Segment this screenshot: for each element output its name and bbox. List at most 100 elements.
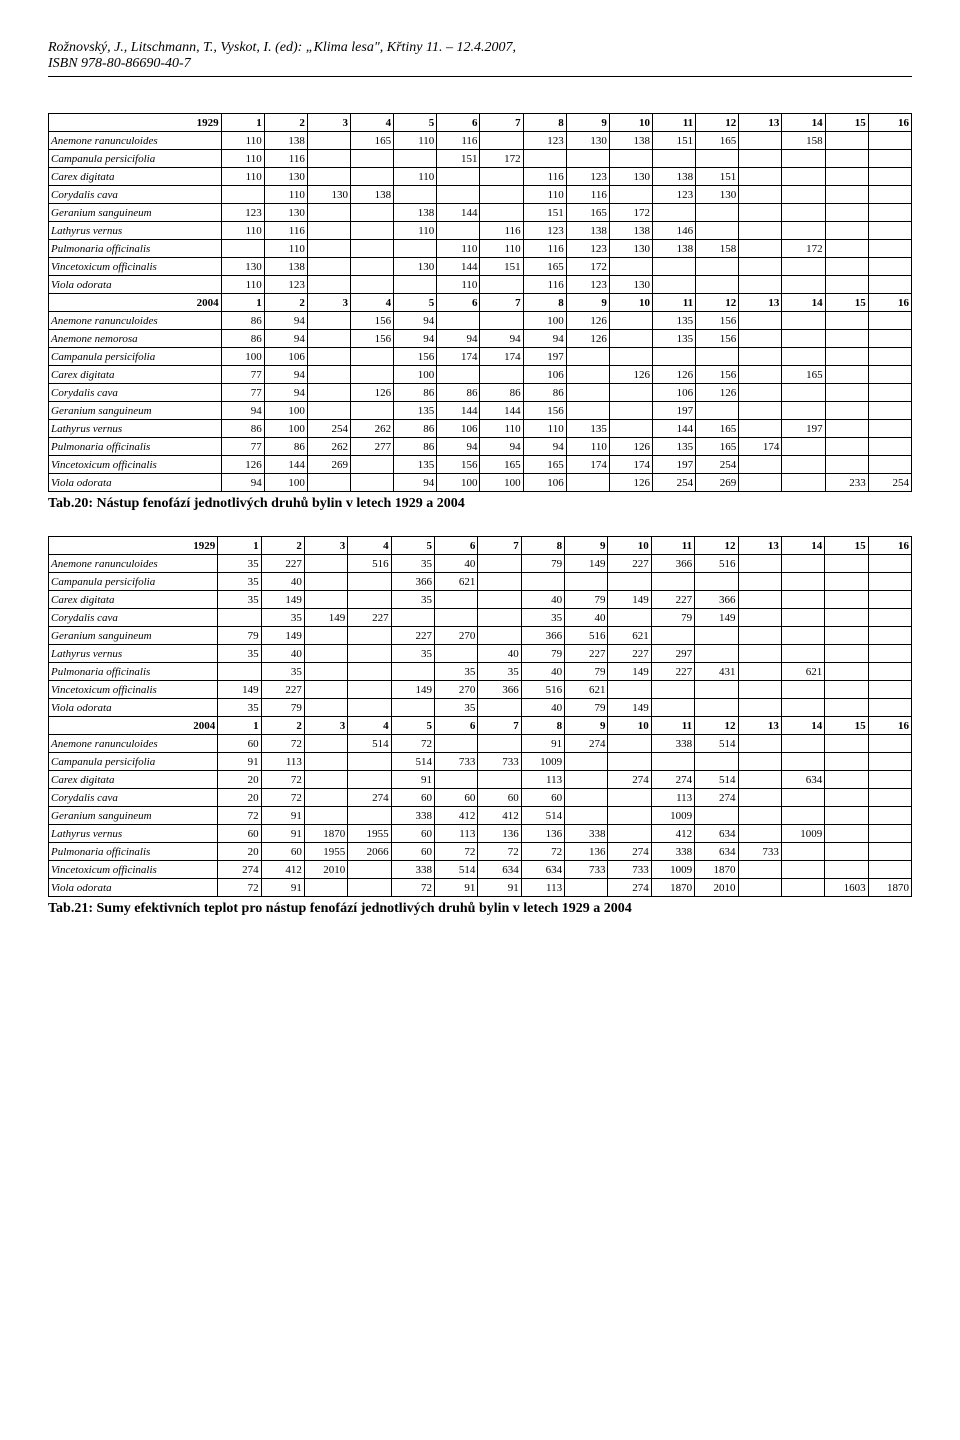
- data-cell: [651, 573, 694, 591]
- data-cell: [348, 573, 391, 591]
- data-cell: 156: [696, 330, 739, 348]
- table-20: 192912345678910111213141516Anemone ranun…: [48, 113, 912, 492]
- data-cell: 116: [523, 240, 566, 258]
- column-header: 13: [738, 537, 781, 555]
- column-header: 11: [651, 537, 694, 555]
- data-cell: 149: [304, 609, 347, 627]
- table-row: Corydalis cava779412686868686106126: [49, 384, 912, 402]
- data-cell: 77: [221, 366, 264, 384]
- data-cell: 79: [521, 555, 564, 573]
- header-divider: [48, 76, 912, 77]
- data-cell: [651, 699, 694, 717]
- data-cell: 94: [264, 384, 307, 402]
- data-cell: [868, 825, 911, 843]
- data-cell: 144: [437, 402, 480, 420]
- data-cell: 149: [608, 699, 651, 717]
- data-cell: [609, 384, 652, 402]
- data-cell: [868, 348, 911, 366]
- column-header: 12: [696, 114, 739, 132]
- data-cell: 130: [609, 168, 652, 186]
- data-cell: [478, 735, 521, 753]
- data-cell: 110: [566, 438, 609, 456]
- table-row: Geranium sanguineum94100135144144156197: [49, 402, 912, 420]
- column-header: 4: [351, 114, 394, 132]
- data-cell: 72: [261, 771, 304, 789]
- data-cell: [609, 186, 652, 204]
- data-cell: [868, 258, 911, 276]
- data-cell: 269: [307, 456, 350, 474]
- data-cell: [653, 150, 696, 168]
- data-cell: 135: [394, 456, 437, 474]
- data-cell: [348, 627, 391, 645]
- data-cell: [566, 150, 609, 168]
- data-cell: [394, 276, 437, 294]
- species-label: Geranium sanguineum: [49, 627, 218, 645]
- data-cell: 79: [651, 609, 694, 627]
- data-cell: [739, 312, 782, 330]
- data-cell: 110: [221, 150, 264, 168]
- data-cell: [351, 222, 394, 240]
- column-header: 8: [523, 114, 566, 132]
- data-cell: [348, 807, 391, 825]
- data-cell: 227: [608, 645, 651, 663]
- data-cell: 158: [782, 132, 825, 150]
- column-header: 16: [868, 537, 911, 555]
- data-cell: [825, 573, 868, 591]
- data-cell: 233: [825, 474, 868, 492]
- data-cell: 110: [437, 240, 480, 258]
- data-cell: [304, 735, 347, 753]
- species-label: Viola odorata: [49, 879, 218, 897]
- data-cell: 123: [523, 222, 566, 240]
- column-header: 6: [437, 114, 480, 132]
- data-cell: [738, 879, 781, 897]
- data-cell: [351, 366, 394, 384]
- data-cell: 138: [264, 258, 307, 276]
- column-header: 10: [608, 537, 651, 555]
- data-cell: 366: [521, 627, 564, 645]
- data-cell: [307, 132, 350, 150]
- data-cell: [868, 843, 911, 861]
- data-cell: 72: [478, 843, 521, 861]
- column-header: 8: [523, 294, 566, 312]
- data-cell: 254: [307, 420, 350, 438]
- data-cell: [781, 879, 824, 897]
- data-cell: [307, 402, 350, 420]
- table-row: Lathyrus vernus110116110116123138138146: [49, 222, 912, 240]
- data-cell: [608, 573, 651, 591]
- species-label: Lathyrus vernus: [49, 825, 218, 843]
- data-cell: 733: [738, 843, 781, 861]
- data-cell: 40: [478, 645, 521, 663]
- data-cell: [351, 204, 394, 222]
- species-label: Carex digitata: [49, 168, 222, 186]
- data-cell: [478, 699, 521, 717]
- data-cell: 136: [565, 843, 608, 861]
- species-label: Corydalis cava: [49, 384, 222, 402]
- data-cell: [739, 456, 782, 474]
- species-label: Campanula persicifolia: [49, 348, 222, 366]
- table-header-row: 192912345678910111213141516: [49, 114, 912, 132]
- data-cell: 79: [261, 699, 304, 717]
- data-cell: [304, 555, 347, 573]
- data-cell: [738, 771, 781, 789]
- data-cell: 1603: [825, 879, 868, 897]
- data-cell: 156: [351, 312, 394, 330]
- table-row: Anemone ranunculoides8694156941001261351…: [49, 312, 912, 330]
- data-cell: 77: [221, 384, 264, 402]
- data-cell: [351, 276, 394, 294]
- data-cell: 165: [782, 366, 825, 384]
- species-label: Viola odorata: [49, 699, 218, 717]
- column-header: 1: [218, 717, 261, 735]
- data-cell: 20: [218, 789, 261, 807]
- data-cell: [825, 168, 868, 186]
- data-cell: [781, 591, 824, 609]
- table-row: Campanula persicifolia100106156174174197: [49, 348, 912, 366]
- data-cell: 60: [391, 789, 434, 807]
- data-cell: 113: [651, 789, 694, 807]
- species-label: Anemone ranunculoides: [49, 132, 222, 150]
- table-row: Carex digitata7794100106126126156165: [49, 366, 912, 384]
- data-cell: 35: [391, 645, 434, 663]
- data-cell: 338: [651, 735, 694, 753]
- data-cell: [825, 843, 868, 861]
- species-label: Pulmonaria officinalis: [49, 663, 218, 681]
- data-cell: 110: [523, 420, 566, 438]
